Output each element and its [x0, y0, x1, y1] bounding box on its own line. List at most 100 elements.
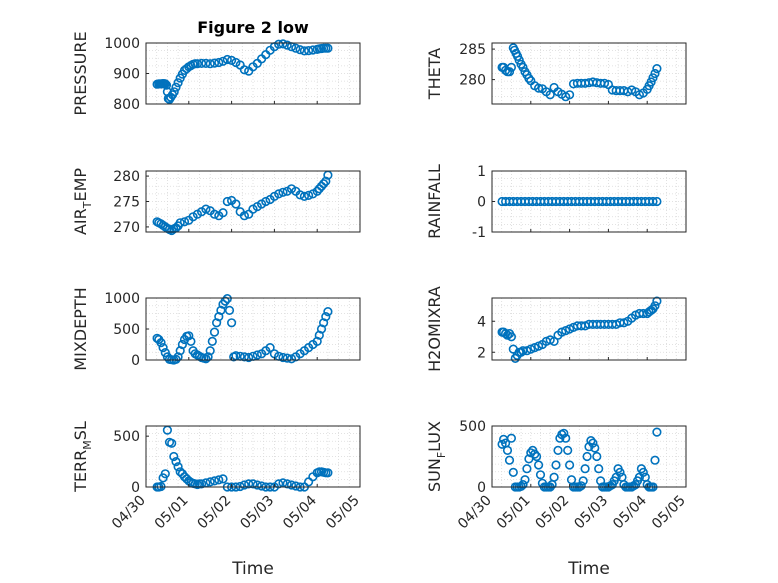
data-point [506, 332, 517, 342]
y-tick-label: 280 [459, 73, 486, 89]
data-point [504, 455, 515, 465]
data-point [522, 464, 532, 474]
data-point [506, 433, 517, 443]
data-point [291, 43, 301, 53]
data-point [231, 199, 241, 209]
data-point [179, 217, 190, 227]
data-point [222, 54, 232, 65]
data-point [590, 443, 600, 453]
data-point [648, 196, 658, 207]
y-axis-label: SUNFLUX [425, 421, 448, 492]
data-point [186, 336, 196, 347]
subplot-3: 270 275 280 AIRTEMP [71, 168, 361, 236]
data-point [553, 445, 563, 456]
x-tick-label: 05/05 [649, 493, 689, 533]
data-point [201, 354, 211, 364]
data-point [648, 73, 658, 83]
data-point [274, 479, 284, 489]
series-points [497, 43, 662, 102]
x-tick-label: 04/30 [109, 493, 149, 533]
y-tick-label: 4 [477, 314, 486, 330]
data-point [169, 87, 179, 97]
y-tick-label: -1 [472, 225, 486, 241]
y-tick-label: 800 [113, 97, 140, 113]
data-point [197, 58, 207, 69]
data-point [545, 90, 555, 100]
data-point [261, 196, 271, 207]
y-tick-label: 0 [131, 480, 140, 496]
series-points [152, 170, 333, 236]
subplot-6: 2 4 H2OMIXRA [425, 286, 687, 372]
data-point [265, 343, 275, 353]
x-tick-label: 05/01 [152, 493, 192, 533]
data-point [599, 78, 610, 88]
data-point [304, 45, 314, 56]
data-point [524, 73, 534, 83]
data-point [295, 190, 305, 200]
series-points [152, 39, 333, 104]
data-point [227, 318, 237, 328]
data-point [201, 204, 211, 214]
data-point [252, 350, 262, 360]
data-point [299, 46, 310, 56]
data-point [586, 436, 596, 446]
data-point [518, 480, 528, 490]
x-axis-label: Time [231, 559, 274, 579]
data-point [652, 427, 662, 437]
data-point [175, 218, 185, 228]
chart-title: Figure 2 low [197, 18, 309, 37]
y-tick-label: 275 [113, 195, 140, 211]
data-point [652, 196, 662, 207]
data-point [205, 59, 215, 69]
data-point [576, 481, 586, 491]
data-point [197, 479, 207, 489]
subplot-1: 800 900 1000 PRESSURE Figure 2 low [71, 18, 361, 116]
data-point [563, 445, 573, 456]
x-axis-label: Time [567, 559, 610, 579]
data-point [299, 191, 310, 201]
data-point [252, 480, 262, 490]
data-point [323, 43, 333, 53]
x-tick-label: 04/30 [455, 493, 495, 533]
data-point [282, 353, 292, 363]
data-point [171, 457, 181, 467]
data-point [588, 438, 598, 448]
data-point [508, 467, 518, 478]
data-point [171, 354, 181, 365]
y-axis-label: MIXDEPTH [71, 287, 90, 370]
data-point [209, 209, 220, 219]
data-point [278, 352, 288, 363]
data-point [580, 464, 590, 474]
data-point [239, 480, 249, 490]
y-tick-label: 1000 [104, 291, 140, 307]
data-point [244, 352, 254, 363]
data-point [531, 451, 542, 462]
data-point [594, 464, 604, 474]
data-point [169, 451, 179, 462]
y-tick-label: 1 [477, 164, 486, 180]
axes-box [145, 425, 361, 488]
y-tick-label: 900 [113, 67, 140, 83]
data-point [530, 449, 540, 459]
data-point [274, 189, 284, 199]
y-axis-label: TERRMSL [71, 421, 94, 493]
data-point [171, 82, 181, 92]
y-axis-label: PRESSURE [71, 31, 90, 115]
subplot-2: 280 285 THETA [425, 42, 687, 105]
data-point [209, 327, 220, 337]
data-point [207, 336, 217, 347]
data-point [650, 455, 660, 465]
data-point [535, 470, 546, 480]
data-point [321, 176, 331, 186]
y-tick-label: 2 [477, 345, 486, 361]
data-point [323, 307, 333, 317]
data-point [257, 481, 267, 491]
data-point [282, 479, 292, 489]
data-point [184, 331, 194, 341]
x-tick-label: 05/02 [195, 493, 235, 533]
data-point [514, 55, 524, 65]
data-point [158, 343, 168, 353]
data-point [274, 39, 284, 49]
data-point [504, 67, 515, 77]
